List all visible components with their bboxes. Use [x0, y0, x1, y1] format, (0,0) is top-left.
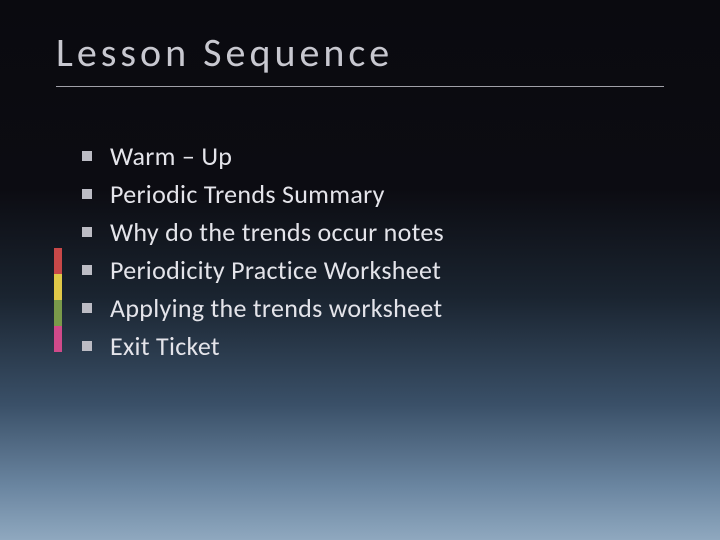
list-item-label: Applying the trends worksheet	[110, 292, 442, 324]
list-item: Periodicity Practice Worksheet	[82, 254, 444, 286]
bullet-icon	[82, 189, 92, 199]
accent-block	[54, 300, 62, 326]
bullet-icon	[82, 151, 92, 161]
title-underline	[56, 86, 664, 87]
bullet-icon	[82, 265, 92, 275]
accent-block	[54, 274, 62, 300]
slide: Lesson Sequence Warm – Up Periodic Trends…	[0, 0, 720, 540]
list-item-label: Periodic Trends Summary	[110, 178, 385, 210]
list-item: Exit Ticket	[82, 330, 444, 362]
accent-block	[54, 326, 62, 352]
list-item-label: Periodicity Practice Worksheet	[110, 254, 441, 286]
list-item: Periodic Trends Summary	[82, 178, 444, 210]
slide-title: Lesson Sequence	[56, 28, 393, 77]
list-item: Why do the trends occur notes	[82, 216, 444, 248]
accent-block	[54, 248, 62, 274]
list-item: Warm – Up	[82, 140, 444, 172]
list-item-label: Why do the trends occur notes	[110, 216, 444, 248]
list-item-label: Warm – Up	[110, 140, 232, 172]
bullet-list: Warm – Up Periodic Trends Summary Why do t…	[82, 140, 444, 368]
list-item: Applying the trends worksheet	[82, 292, 444, 324]
bullet-icon	[82, 303, 92, 313]
accent-strip	[54, 248, 62, 352]
bullet-icon	[82, 341, 92, 351]
bullet-icon	[82, 227, 92, 237]
list-item-label: Exit Ticket	[110, 330, 220, 362]
